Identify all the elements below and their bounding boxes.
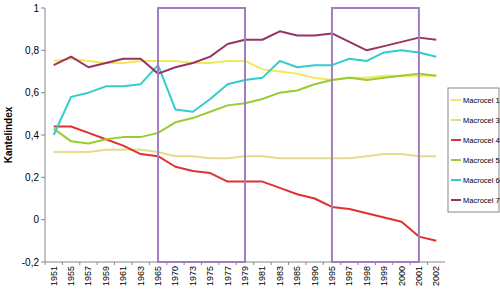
x-tick — [45, 262, 46, 265]
y-tick-label: 1 — [33, 3, 39, 14]
y-tick-label: 0 — [33, 214, 39, 225]
x-tick-label: 1979 — [240, 266, 250, 286]
x-tick-label: 1961 — [118, 266, 128, 286]
legend-label: Macrocel 3 — [463, 116, 500, 125]
highlight-box — [158, 8, 245, 262]
y-tick-label: 0,8 — [25, 45, 39, 56]
x-tick-label: 1997 — [344, 266, 354, 286]
legend-label: Macrocel 1 — [463, 96, 500, 105]
x-tick-label: 1983 — [275, 266, 285, 286]
x-tick — [427, 262, 428, 265]
x-tick — [97, 262, 98, 265]
legend-label: Macrocel 5 — [463, 156, 500, 165]
x-tick-label: 1951 — [49, 266, 59, 286]
y-tick — [41, 50, 45, 51]
x-tick — [305, 262, 306, 265]
legend-label: Macrocel 4 — [463, 136, 500, 145]
highlight-box — [332, 8, 419, 262]
x-tick-label: 2002 — [431, 266, 441, 286]
y-tick — [41, 135, 45, 136]
x-tick-label: 1990 — [310, 266, 320, 286]
y-tick-label: 0,2 — [25, 172, 39, 183]
x-tick-label: 1955 — [66, 266, 76, 286]
x-tick-label: 1975 — [205, 266, 215, 286]
x-tick — [114, 262, 115, 265]
x-tick-label: 1965 — [153, 266, 163, 286]
x-tick — [253, 262, 254, 265]
legend-label: Macrocel 6 — [463, 176, 500, 185]
x-tick-label: 1963 — [136, 266, 146, 286]
legend-swatch — [451, 179, 461, 181]
legend-swatch — [451, 159, 461, 161]
legend — [448, 88, 499, 212]
legend-swatch — [451, 119, 461, 121]
x-tick — [323, 262, 324, 265]
x-tick-label: 1999 — [379, 266, 389, 286]
x-tick — [149, 262, 150, 265]
x-tick — [62, 262, 63, 265]
y-tick — [41, 92, 45, 93]
x-tick — [131, 262, 132, 265]
y-tick — [41, 8, 45, 9]
chart: -0,2 0 0,2 0,4 0,6 0,8 1 1951 1955 1957 1959 1961 19… — [0, 0, 500, 298]
legend-swatch — [451, 199, 461, 201]
x-tick — [271, 262, 272, 265]
y-tick-label: 0,4 — [25, 130, 39, 141]
x-tick-label: 1995 — [327, 266, 337, 286]
x-tick — [79, 262, 80, 265]
y-tick — [41, 177, 45, 178]
legend-label: Macrocel 7 — [463, 196, 500, 205]
y-tick — [41, 219, 45, 220]
x-tick-label: 2001 — [414, 266, 424, 286]
x-tick-label: 1957 — [83, 266, 93, 286]
y-axis-title: Kantelindex — [3, 106, 14, 163]
x-tick-label: 1959 — [101, 266, 111, 286]
legend-swatch — [451, 99, 461, 101]
x-tick-label: 1973 — [188, 266, 198, 286]
x-tick-label: 1970 — [170, 266, 180, 286]
y-tick-label: 0,6 — [25, 87, 39, 98]
x-tick-label: 1981 — [257, 266, 267, 286]
x-tick-label: 1977 — [223, 266, 233, 286]
x-tick-label: 1985 — [292, 266, 302, 286]
legend-swatch — [451, 139, 461, 141]
x-tick — [288, 262, 289, 265]
x-tick-label: 1998 — [362, 266, 372, 286]
x-tick-label: 2000 — [397, 266, 407, 286]
y-tick — [41, 262, 45, 263]
y-tick-label: -0,2 — [22, 257, 40, 268]
